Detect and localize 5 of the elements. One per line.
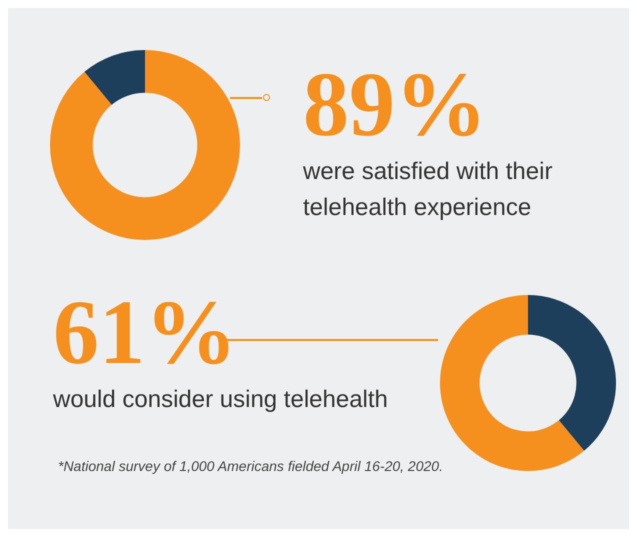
text: would consider using telehealth xyxy=(53,385,389,415)
data-label: 89% xyxy=(303,53,488,155)
text: *National survey of 1,000 Americans fielded April 16-20, 2020. xyxy=(58,458,443,474)
text: were satisfied with their telehealth experience xyxy=(303,157,554,223)
data-label: 61% xyxy=(53,281,238,383)
